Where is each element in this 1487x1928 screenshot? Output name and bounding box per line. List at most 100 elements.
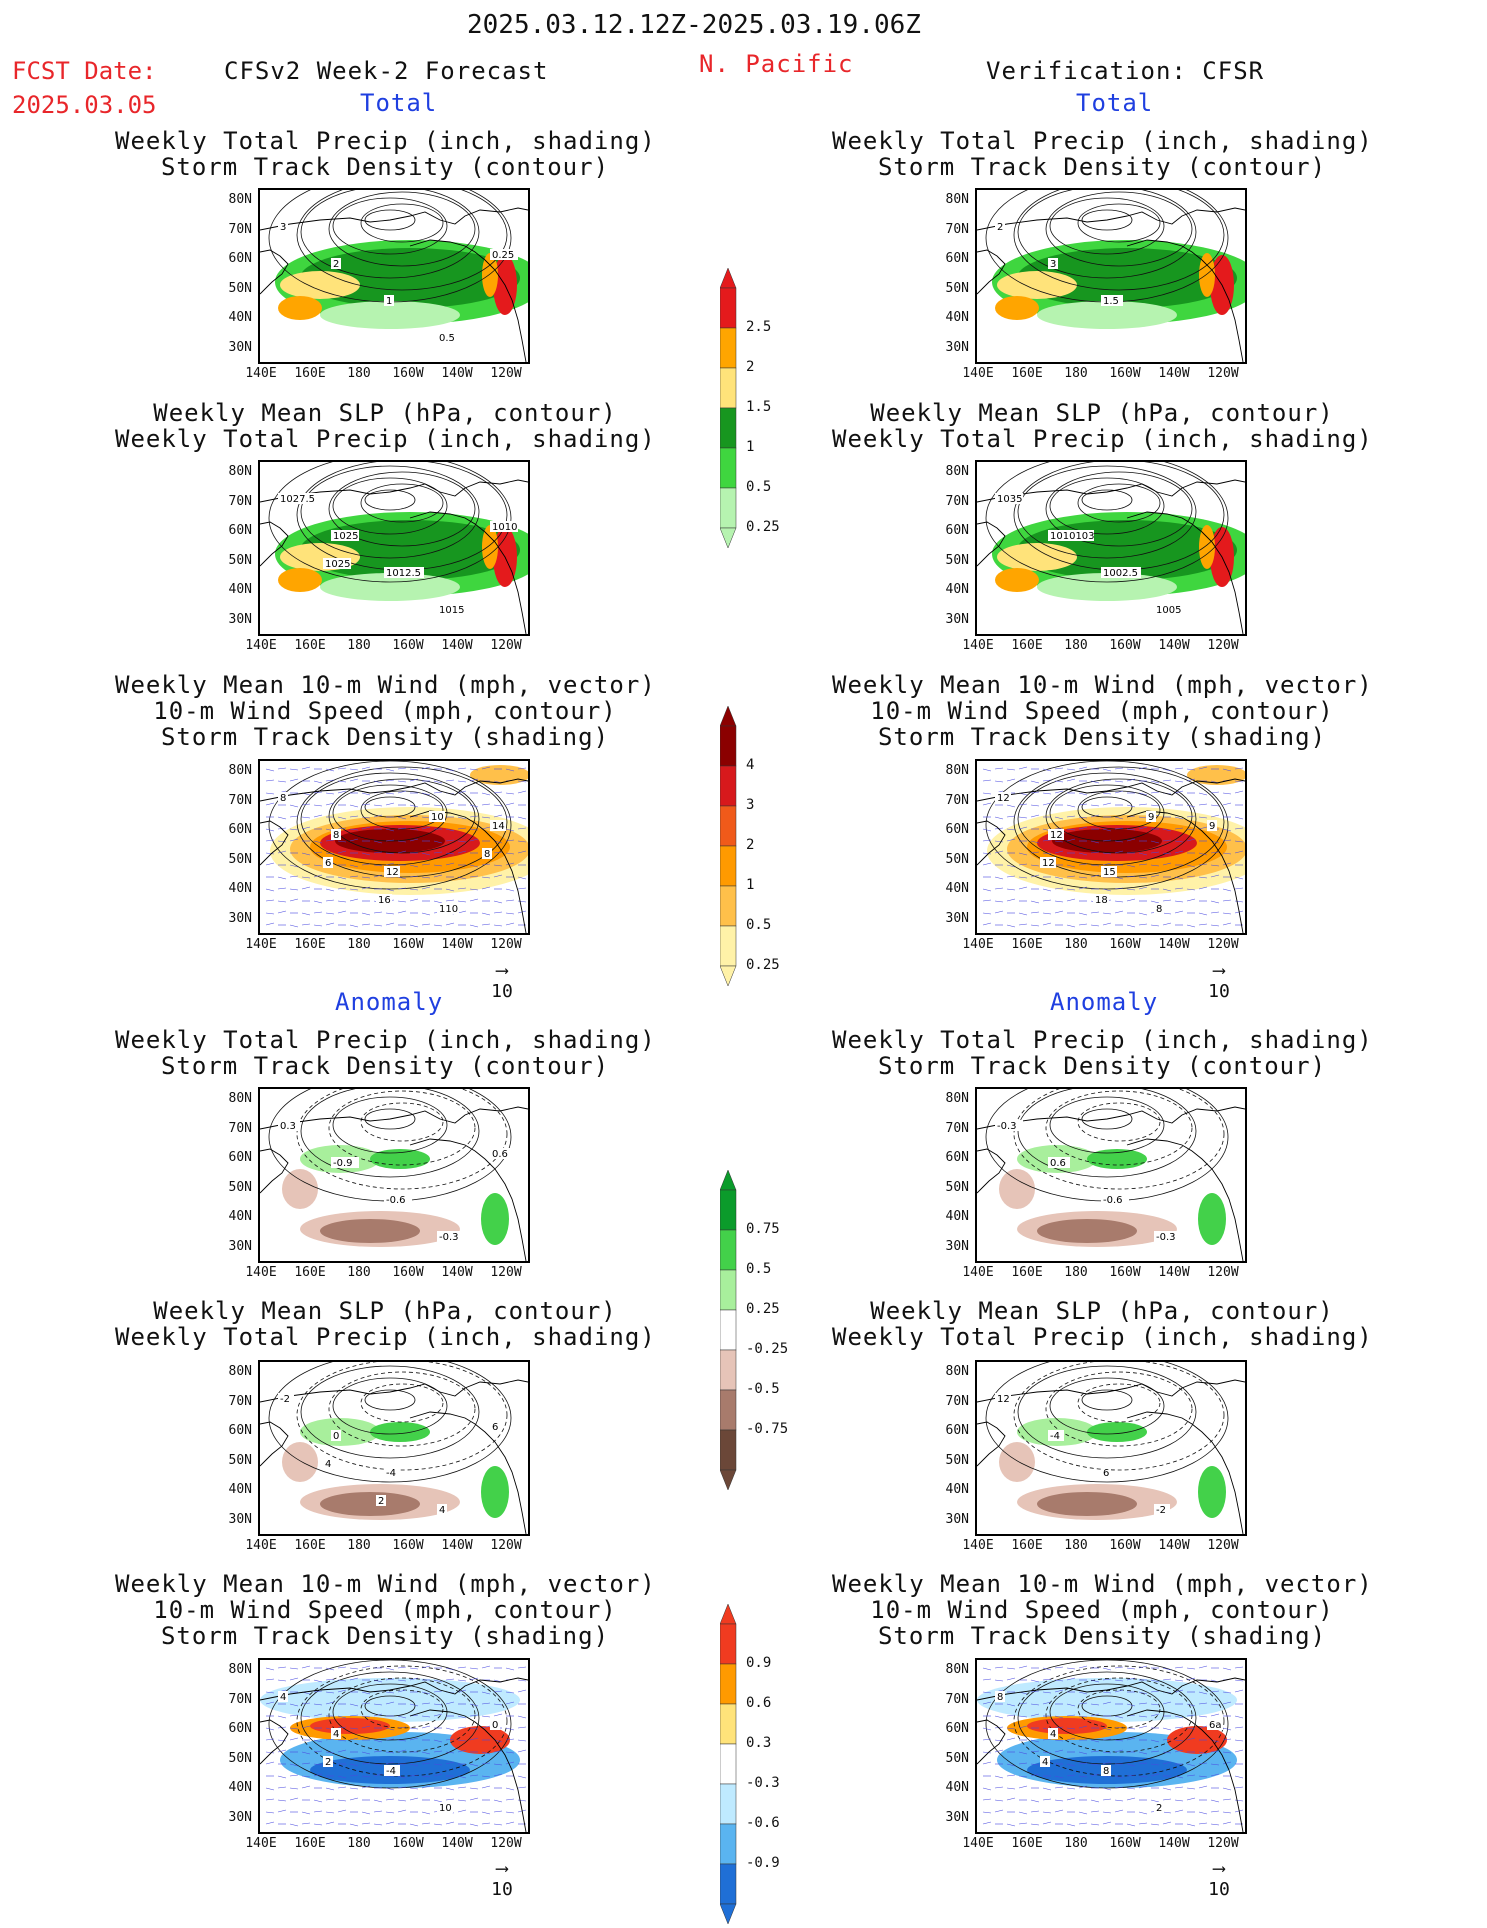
contour-label: -0.6 [386,1195,406,1206]
map-field-R3: 12 12 15 8 9 12 18 9 [977,761,1245,933]
title-left-6: Weekly Mean 10-m Wind (mph, vector) 10-m … [115,1570,656,1650]
contour-label: 6 [1103,1468,1109,1479]
longitude-label: 120W [490,1836,522,1851]
longitude-label: 180 [1064,1265,1088,1280]
contour-label-bg [1048,1157,1070,1168]
longitude-label: 180 [1064,366,1088,381]
latitude-label: 80N [945,1364,969,1379]
longitude-label: 140W [441,1836,473,1851]
colorbar-segment [719,1863,737,1905]
longitude-label: 160E [1011,937,1043,952]
longitude-label: 180 [1064,937,1088,952]
latitude-label: 60N [228,1423,252,1438]
colorbar-segment [719,765,737,807]
contour-label: 1005 [1156,605,1181,616]
contour-label: -4 [1050,1431,1060,1442]
contour-label: 4 [280,1692,286,1703]
colorbar-label: -0.6 [746,1815,780,1831]
colorbar-storm-total: 4 3 2 1 0.5 0.25 [719,705,780,990]
coastline-layer [977,778,1245,933]
shading-layer [282,1145,509,1247]
map-panel-forecast-slp-precip: 1027.5 1025 1012.5 1015 1010 1025 [258,460,530,636]
colorbar-segment [719,1663,737,1705]
longitude-label: 120W [490,1265,522,1280]
contour-label: 16 [378,895,391,906]
colorbar-segment [719,885,737,927]
latitude-label: 70N [945,1120,969,1136]
contour-label-bg [331,1430,341,1441]
colorbar-segment [719,1783,737,1825]
coastline-layer [260,1379,528,1534]
latitude-label: 60N [945,1721,969,1736]
longitude-label: 140E [962,1538,994,1553]
latitude-label: 30N [228,910,252,926]
longitude-label: 140W [1158,1836,1190,1851]
latitude-label: 50N [228,1179,252,1195]
longitude-label: 160E [1011,1265,1043,1280]
latitude-label: 80N [945,192,969,207]
contour-label-bg [1101,295,1123,306]
latitude-label: 60N [945,251,969,266]
longitude-label: 120W [1207,1538,1239,1553]
colorbar-label: 2 [746,837,755,853]
contour-label: 1010 [492,522,517,533]
latitude-label: 50N [945,280,969,296]
latitude-label: 60N [228,822,252,837]
contour-layer [268,1362,512,1483]
contour-label: 1010103 [1050,531,1095,542]
latitude-label: 70N [228,493,252,509]
latitude-label: 30N [945,339,969,355]
longitude-label: 160E [294,937,326,952]
longitude-label: 140W [441,1538,473,1553]
contour-label: 110 [439,904,458,915]
colorbar-segment [719,1309,737,1351]
longitude-label: 160E [1011,1538,1043,1553]
colorbar-graphic [719,1169,737,1491]
longitude-label: 140W [1158,1265,1190,1280]
contour-label: -2 [1156,1505,1166,1516]
contour-label: 0.5 [439,333,455,344]
colorbar-precip-anomaly: 0.75 0.5 0.25 -0.25 -0.5 -0.75 [719,1169,788,1494]
longitude-label: 160W [1109,1265,1141,1280]
longitude-label: 160E [294,638,326,653]
contour-label-bg [278,221,288,232]
contour-label: 1035 [997,494,1022,505]
longitude-label: 140W [441,366,473,381]
contour-label: 0.3 [280,1121,296,1132]
longitude-label: 120W [1207,366,1239,381]
contour-label-bg [1101,1467,1111,1478]
map-panel-verification-wind-storm: 12 12 15 8 9 12 18 9 [975,759,1247,935]
longitude-label: 180 [347,1538,371,1553]
contour-label: 8 [1156,904,1162,915]
contour-label: 6 [325,858,331,869]
colorbar-segment [719,1229,737,1271]
contour-label-bg [1101,567,1141,578]
latitude-label: 50N [945,851,969,867]
contour-label-bg [376,1495,386,1506]
longitude-label: 160E [294,1836,326,1851]
contour-label-bg [1154,903,1164,914]
contour-label: 8 [280,793,286,804]
longitude-label: 140E [962,1836,994,1851]
title-right-2: Weekly Mean SLP (hPa, contour) Weekly Tot… [832,399,1373,453]
contour-label-bg [331,530,359,541]
latitude-label: 80N [945,763,969,778]
colorbar-label: -0.9 [746,1855,780,1871]
contour-label-bg [1146,811,1156,822]
contour-label: 12 [997,793,1010,804]
latitude-label: 50N [945,1452,969,1468]
colorbar-label: 0.5 [746,917,772,933]
vector-reference-right-total: ⟶ 10 [1208,960,1230,1002]
colorbar-label: 0.75 [746,1221,780,1237]
map-field-R2: 1035 1010103 1002.5 1005 [977,462,1245,634]
latitude-label: 40N [228,1209,252,1224]
map-panel-verification-precip-storm-anomaly: -0.3 0.6 -0.6 -0.3 [975,1087,1247,1263]
latitude-label: 60N [945,1150,969,1165]
longitude-label: 140W [441,1265,473,1280]
right-anomaly-heading: Anomaly [1050,988,1159,1016]
latitude-label: 40N [945,1780,969,1795]
contour-label: 0 [333,1431,339,1442]
latitude-label: 40N [228,310,252,325]
right-total-heading: Total [1076,89,1154,117]
contour-label-bg [323,1458,333,1469]
